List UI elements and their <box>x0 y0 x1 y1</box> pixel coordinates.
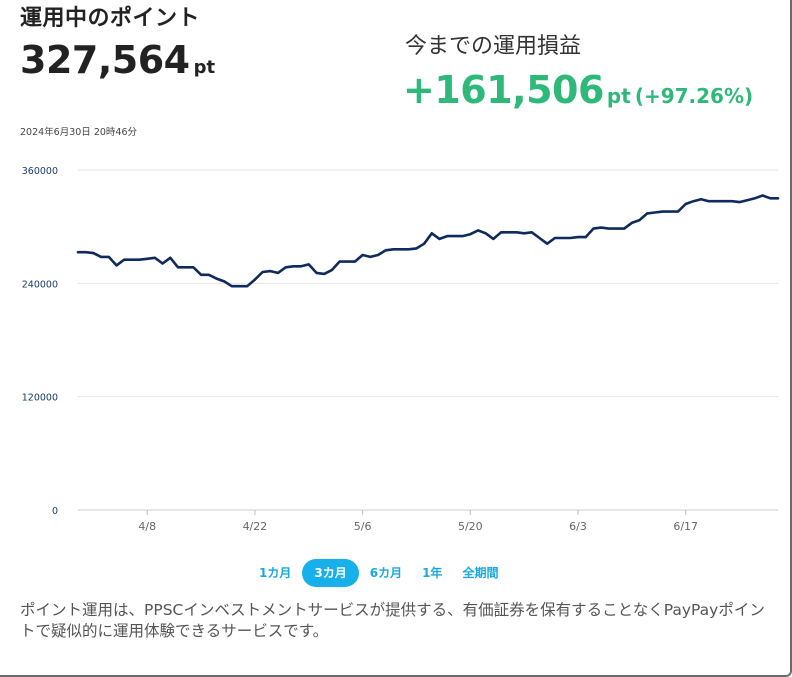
period-button-1[interactable]: 3カ月 <box>302 559 359 587</box>
period-button-3[interactable]: 1年 <box>422 566 443 580</box>
period-button-4[interactable]: 全期間 <box>462 566 499 580</box>
points-line-chart: 360000 240000 120000 0 4/8 4/22 5/6 5/20 6/3 6/17 <box>22 166 780 533</box>
service-description: ポイント運用は、PPSCインベストメントサービスが提供する、有価証券を保有するこ… <box>20 601 765 640</box>
period-button-2[interactable]: 6カ月 <box>369 566 403 580</box>
x-tick-label: 4/22 <box>243 520 268 533</box>
held-points-value: 327,564 pt <box>20 38 215 82</box>
profit-number: +161,506 <box>403 68 604 112</box>
profit-percent: (+97.26%) <box>634 84 754 108</box>
y-tick-label: 240000 <box>22 279 58 290</box>
x-tick-label: 5/20 <box>458 520 483 533</box>
held-points-label: 運用中のポイント <box>20 6 201 31</box>
held-points-unit: pt <box>193 57 216 78</box>
period-button-0[interactable]: 1カ月 <box>259 566 292 580</box>
profit-unit: pt <box>606 84 631 108</box>
y-tick-label: 360000 <box>22 166 58 177</box>
held-points-number: 327,564 <box>20 38 190 82</box>
y-tick-label: 0 <box>52 506 58 517</box>
series-line <box>76 194 780 288</box>
x-tick-label: 5/6 <box>354 520 372 533</box>
profit-label: 今までの運用損益 <box>405 34 582 59</box>
updated-timestamp: 2024年6月30日 20時46分 <box>20 127 138 138</box>
y-tick-label: 120000 <box>22 393 58 404</box>
period-selector: 1カ月 3カ月 6カ月 1年 全期間 <box>250 558 507 588</box>
x-tick-label: 4/8 <box>138 520 156 533</box>
x-tick-label: 6/3 <box>569 520 587 533</box>
profit-value: +161,506 pt (+97.26%) <box>403 68 753 112</box>
x-tick-label: 6/17 <box>673 520 698 533</box>
